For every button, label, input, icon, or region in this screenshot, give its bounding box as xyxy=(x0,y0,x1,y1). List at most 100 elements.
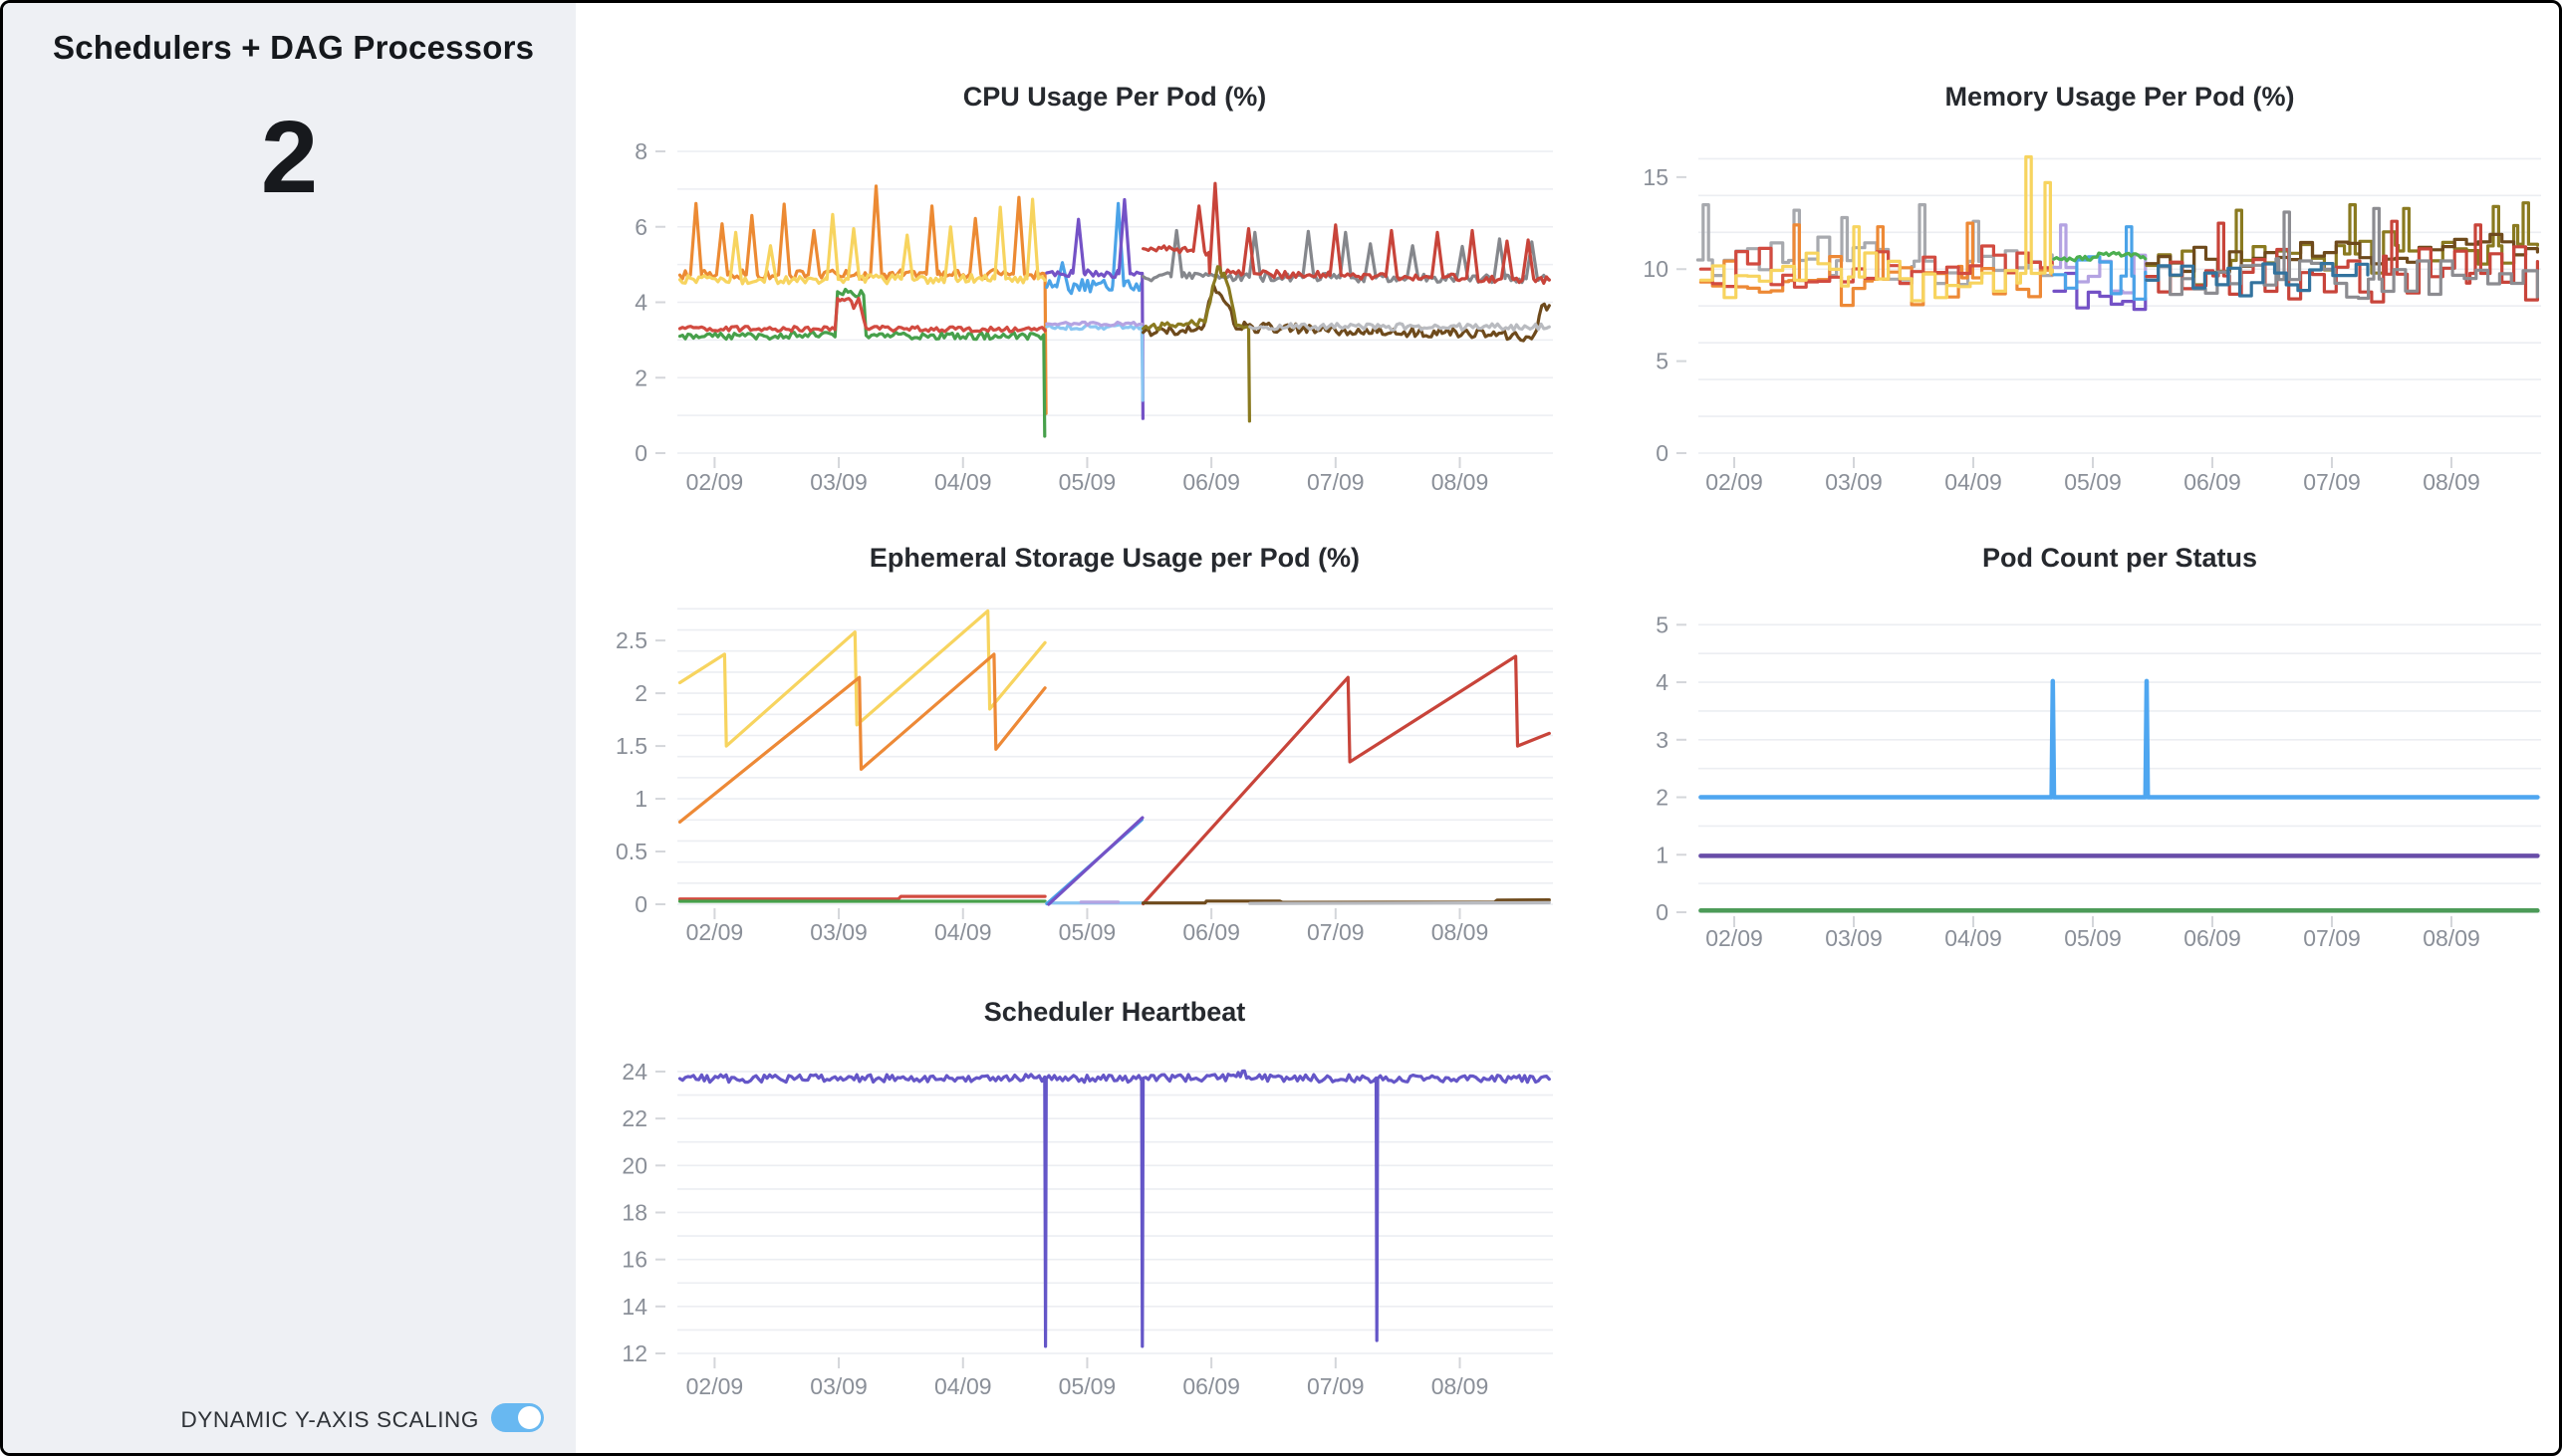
heartbeat-line-scheduler-purple xyxy=(677,1069,1551,1348)
x-tick-label: 06/09 xyxy=(1182,1373,1240,1399)
memory-line-pod-gray2 xyxy=(2145,206,2539,301)
y-tick-label: 24 xyxy=(622,1059,647,1085)
y-tick-label: 2 xyxy=(635,364,647,390)
x-tick-label: 07/09 xyxy=(2303,925,2361,951)
x-tick-label: 08/09 xyxy=(1431,1373,1489,1399)
y-tick-label: 0 xyxy=(1656,899,1668,925)
ephemeral-line-pod-orange xyxy=(677,652,1047,824)
sidebar: Schedulers + DAG Processors 2 DYNAMIC Y-… xyxy=(3,3,576,1453)
memory-line-pod-blue xyxy=(2052,225,2148,301)
x-tick-label: 03/09 xyxy=(810,469,868,495)
ephemeral-line-pod-red xyxy=(677,894,1047,901)
ephemeral-line-pod-purple xyxy=(1047,816,1145,906)
cpu-line-pod-yellow xyxy=(677,197,1047,286)
y-tick-label: 0 xyxy=(1656,440,1668,466)
x-tick-label: 03/09 xyxy=(810,919,868,945)
cpu-line-pod-red2 xyxy=(1142,181,1551,285)
y-tick-label: 14 xyxy=(622,1294,647,1320)
ephemeral-line-pod-lightgray xyxy=(1248,900,1551,905)
x-tick-label: 03/09 xyxy=(1825,469,1883,495)
x-tick-label: 02/09 xyxy=(686,469,744,495)
toggle-knob-icon xyxy=(518,1406,541,1429)
memory-line-pod-lavender xyxy=(2052,223,2148,295)
x-tick-label: 03/09 xyxy=(810,1373,868,1399)
x-tick-label: 07/09 xyxy=(1307,469,1365,495)
x-tick-label: 07/09 xyxy=(1307,919,1365,945)
x-tick-label: 05/09 xyxy=(1059,1373,1117,1399)
x-tick-label: 02/09 xyxy=(1705,925,1763,951)
y-tick-label: 10 xyxy=(1643,256,1668,282)
cpu-line-pod-lightgray xyxy=(1248,322,1551,333)
y-tick-label: 22 xyxy=(622,1105,647,1131)
memory-line-pod-orange xyxy=(1698,221,2054,308)
memory-chart-title: Memory Usage Per Pod (%) xyxy=(1944,82,2294,112)
x-tick-label: 06/09 xyxy=(2183,925,2241,951)
cpu-line-pod-brown xyxy=(1142,284,1551,343)
x-tick-label: 02/09 xyxy=(686,1373,744,1399)
x-tick-label: 05/09 xyxy=(1059,919,1117,945)
x-tick-label: 03/09 xyxy=(1825,925,1883,951)
memory-line-pod-purple xyxy=(2052,271,2148,312)
y-tick-label: 2.5 xyxy=(616,627,647,653)
y-tick-label: 0.5 xyxy=(616,839,647,864)
ephemeral-line-pod-red2 xyxy=(1142,654,1551,906)
cpu-chart-title: CPU Usage Per Pod (%) xyxy=(963,82,1267,112)
x-tick-label: 08/09 xyxy=(1431,919,1489,945)
y-tick-label: 2 xyxy=(1656,785,1668,811)
x-tick-label: 08/09 xyxy=(2423,469,2480,495)
y-tick-label: 18 xyxy=(622,1199,647,1225)
x-tick-label: 04/09 xyxy=(1944,925,2002,951)
cpu-line-pod-lightblue xyxy=(1045,322,1145,402)
x-tick-label: 06/09 xyxy=(1182,469,1240,495)
pods-chart-title: Pod Count per Status xyxy=(1982,543,2257,573)
y-tick-label: 3 xyxy=(1656,727,1668,753)
x-tick-label: 04/09 xyxy=(1944,469,2002,495)
y-tick-label: 4 xyxy=(1656,669,1668,695)
x-tick-label: 07/09 xyxy=(2303,469,2361,495)
cpu-line-pod-purple xyxy=(1045,197,1145,420)
y-tick-label: 16 xyxy=(622,1247,647,1273)
y-tick-label: 20 xyxy=(622,1152,647,1178)
cpu-line-pod-olive xyxy=(1142,265,1251,423)
dynamic-y-axis-toggle[interactable] xyxy=(491,1403,544,1432)
y-tick-label: 6 xyxy=(635,214,647,240)
ephemeral-line-pod-yellow xyxy=(677,608,1047,748)
x-tick-label: 06/09 xyxy=(2183,469,2241,495)
memory-line-pod-steelblue xyxy=(2145,262,2370,298)
y-tick-label: 8 xyxy=(635,138,647,164)
x-tick-label: 04/09 xyxy=(934,919,992,945)
memory-line-pod-yellow xyxy=(1698,154,2054,303)
ephemeral-chart-title: Ephemeral Storage Usage per Pod (%) xyxy=(870,543,1360,573)
y-tick-label: 15 xyxy=(1643,164,1668,190)
x-tick-label: 05/09 xyxy=(2064,925,2122,951)
cpu-line-pod-lavender xyxy=(1045,320,1144,328)
x-tick-label: 05/09 xyxy=(1059,469,1117,495)
x-tick-label: 06/09 xyxy=(1182,919,1240,945)
y-tick-label: 0 xyxy=(635,440,647,466)
y-tick-label: 5 xyxy=(1656,611,1668,637)
x-tick-label: 08/09 xyxy=(2423,925,2480,951)
y-tick-label: 0 xyxy=(635,891,647,917)
y-tick-label: 5 xyxy=(1656,349,1668,374)
pods-line-status-running-blue xyxy=(1698,678,2540,800)
cpu-line-pod-red xyxy=(677,297,1047,334)
x-tick-label: 04/09 xyxy=(934,469,992,495)
x-tick-label: 07/09 xyxy=(1307,1373,1365,1399)
y-tick-label: 1 xyxy=(1656,842,1668,867)
y-tick-label: 1.5 xyxy=(616,733,647,759)
x-tick-label: 04/09 xyxy=(934,1373,992,1399)
pod-count-value: 2 xyxy=(260,100,319,214)
y-tick-label: 4 xyxy=(635,290,647,316)
x-tick-label: 02/09 xyxy=(1705,469,1763,495)
memory-line-pod-green xyxy=(2052,250,2148,263)
heartbeat-chart-title: Scheduler Heartbeat xyxy=(984,997,1246,1027)
y-tick-label: 2 xyxy=(635,680,647,706)
page-title: Schedulers + DAG Processors xyxy=(53,29,535,66)
x-tick-label: 05/09 xyxy=(2064,469,2122,495)
y-tick-label: 1 xyxy=(635,786,647,812)
y-tick-label: 12 xyxy=(622,1340,647,1366)
cpu-line-pod-green xyxy=(677,287,1047,438)
ephemeral-line-pod-brown xyxy=(1142,898,1551,905)
